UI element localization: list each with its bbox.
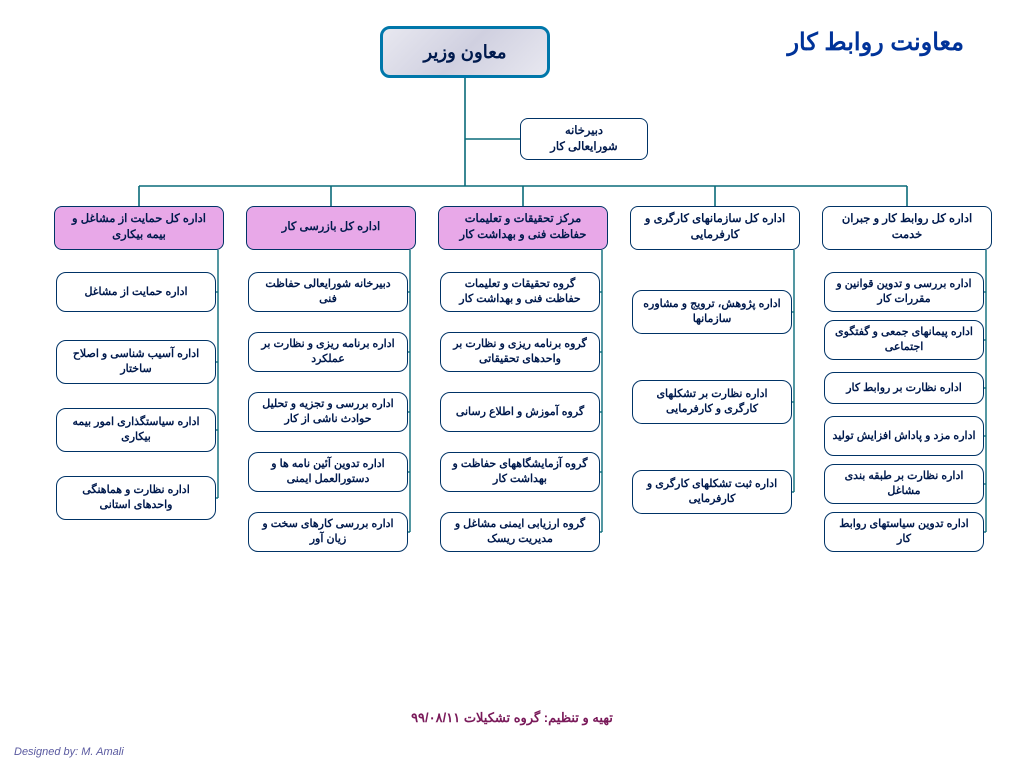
child-node: گروه آزمایشگاههای حفاظت و بهداشت کار [440, 452, 600, 492]
child-node: اداره حمایت از مشاغل [56, 272, 216, 312]
child-node: اداره پیمانهای جمعی و گفتگوی اجتماعی [824, 320, 984, 360]
secretariat-label: دبیرخانهشورایعالی کار [550, 123, 617, 155]
dept-node: مرکز تحقیقات و تعلیمات حفاظت فنی و بهداش… [438, 206, 608, 250]
child-node: اداره بررسی و تجزیه و تحلیل حوادث ناشی ا… [248, 392, 408, 432]
child-node: اداره نظارت بر طبقه بندی مشاغل [824, 464, 984, 504]
secretariat-node: دبیرخانهشورایعالی کار [520, 118, 648, 160]
child-node: اداره سیاستگذاری امور بیمه بیکاری [56, 408, 216, 452]
child-node: گروه آموزش و اطلاع رسانی [440, 392, 600, 432]
child-node: گروه تحقیقات و تعلیمات حفاظت فنی و بهداش… [440, 272, 600, 312]
child-node: اداره نظارت و هماهنگی واحدهای استانی [56, 476, 216, 520]
root-node: معاون وزیر [380, 26, 550, 78]
child-node: اداره پژوهش، ترویج و مشاوره سازمانها [632, 290, 792, 334]
page-title: معاونت روابط کار [787, 28, 964, 57]
child-node: اداره تدوین آئین نامه ها و دستورالعمل ای… [248, 452, 408, 492]
child-node: اداره تدوین سیاستهای روابط کار [824, 512, 984, 552]
child-node: اداره مزد و پاداش افزایش تولید [824, 416, 984, 456]
dept-node: اداره کل حمایت از مشاغل و بیمه بیکاری [54, 206, 224, 250]
child-node: گروه ارزیابی ایمنی مشاغل و مدیریت ریسک [440, 512, 600, 552]
dept-node: اداره کل سازمانهای کارگری و کارفرمایی [630, 206, 800, 250]
child-node: اداره بررسی کارهای سخت و زیان آور [248, 512, 408, 552]
footer-credit: تهیه و تنظیم: گروه تشکیلات ۹۹/۰۸/۱۱ [0, 710, 1024, 726]
dept-node: اداره کل روابط کار و جبران خدمت [822, 206, 992, 250]
designer-credit: Designed by: M. Amali [14, 746, 124, 758]
dept-node: اداره کل بازرسی کار [246, 206, 416, 250]
child-node: اداره بررسی و تدوین قوانین و مقررات کار [824, 272, 984, 312]
child-node: اداره نظارت بر روابط کار [824, 372, 984, 404]
child-node: اداره برنامه ریزی و نظارت بر عملکرد [248, 332, 408, 372]
child-node: دبیرخانه شورایعالی حفاظت فنی [248, 272, 408, 312]
child-node: اداره نظارت بر تشکلهای کارگری و کارفرمای… [632, 380, 792, 424]
child-node: اداره آسیب شناسی و اصلاح ساختار [56, 340, 216, 384]
child-node: اداره ثبت تشکلهای کارگری و کارفرمایی [632, 470, 792, 514]
child-node: گروه برنامه ریزی و نظارت بر واحدهای تحقی… [440, 332, 600, 372]
